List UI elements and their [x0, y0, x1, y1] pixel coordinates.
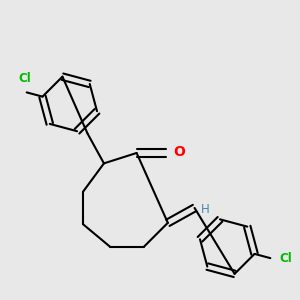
Text: Cl: Cl: [19, 72, 31, 85]
Text: H: H: [201, 203, 210, 216]
Text: Cl: Cl: [279, 252, 292, 265]
Text: O: O: [173, 146, 185, 159]
